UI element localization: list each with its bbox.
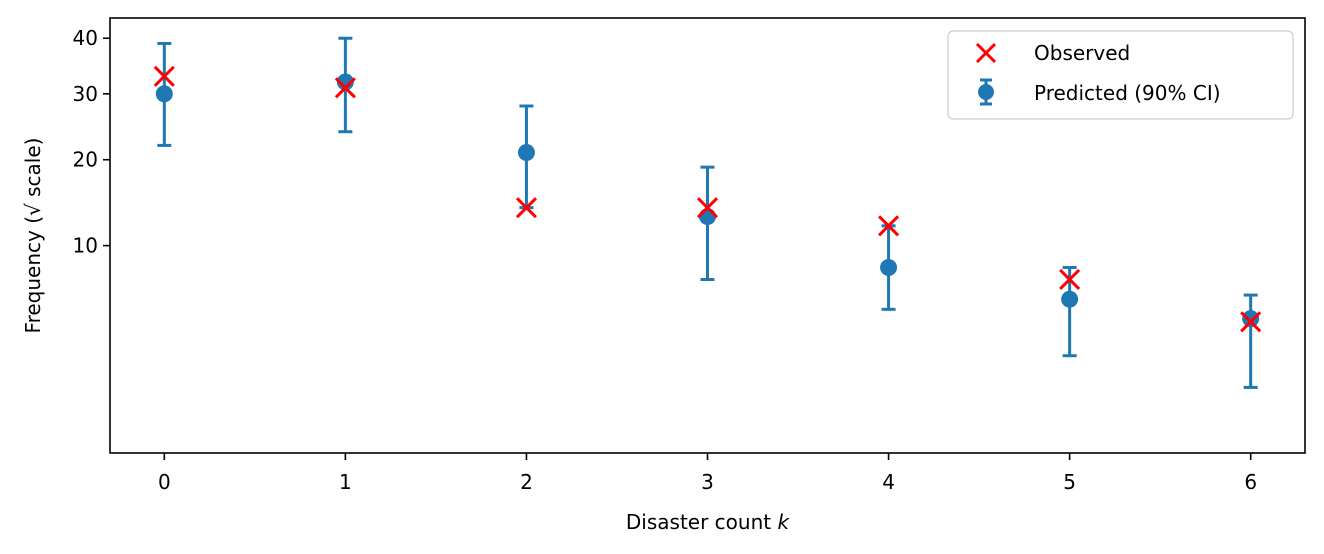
predicted-point-0 xyxy=(155,41,173,147)
predicted-marker-3 xyxy=(699,208,716,226)
observed-marker-5 xyxy=(1059,268,1081,291)
legend-box xyxy=(947,30,1294,120)
legend-predicted-label: Predicted (90% CI) xyxy=(1034,81,1221,105)
x-tick-label-2: 2 xyxy=(520,470,533,494)
x-tick-label-4: 4 xyxy=(882,470,895,494)
legend: Observed Predicted (90% CI) xyxy=(947,30,1294,120)
y-axis-label: Frequency (√ scale) xyxy=(21,138,45,334)
x-tick-label-0: 0 xyxy=(158,470,171,494)
x-tick-label-5: 5 xyxy=(1063,470,1076,494)
x-axis-label: Disaster count k xyxy=(626,510,791,534)
observed-marker-3 xyxy=(696,197,719,219)
x-axis: 0 1 2 3 4 5 6 xyxy=(158,453,1257,494)
legend-observed-marker xyxy=(975,42,997,64)
x-axis-label-variable: k xyxy=(777,510,790,534)
observed-marker-stroke-b-3 xyxy=(696,197,719,219)
observed-marker-stroke-b-4 xyxy=(877,215,900,237)
predicted-point-6 xyxy=(1242,293,1260,389)
observed-marker-stroke-b-6 xyxy=(1240,311,1262,333)
predicted-marker-2 xyxy=(517,143,535,161)
observed-marker-0 xyxy=(153,65,175,87)
y-tick-label-20: 20 xyxy=(73,148,98,172)
y-tick-label-30: 30 xyxy=(73,82,98,106)
predicted-point-5 xyxy=(1061,266,1079,358)
x-tick-label-3: 3 xyxy=(701,470,714,494)
y-tick-label-40: 40 xyxy=(73,26,98,50)
legend-predicted-marker xyxy=(978,78,994,106)
predicted-marker-6 xyxy=(1242,310,1260,328)
observed-marker-stroke-b-1 xyxy=(334,77,356,99)
predicted-point-2 xyxy=(517,104,535,210)
predicted-marker-5 xyxy=(1061,290,1079,308)
observed-marker-stroke-b-2 xyxy=(515,197,538,219)
legend-observed-label: Observed xyxy=(1034,41,1130,65)
y-tick-label-10: 10 xyxy=(73,234,98,258)
observed-marker-stroke-b-5 xyxy=(1059,268,1081,291)
predicted-point-1 xyxy=(336,36,354,134)
plot-area xyxy=(153,36,1262,389)
observed-marker-stroke-b-0 xyxy=(153,65,175,87)
observed-marker-6 xyxy=(1240,311,1262,333)
x-axis-label-text: Disaster count xyxy=(626,510,771,534)
y-axis: 10 20 30 40 xyxy=(73,26,110,258)
observed-marker-4 xyxy=(877,215,900,237)
x-tick-label-6: 6 xyxy=(1244,470,1257,494)
x-tick-label-1: 1 xyxy=(339,470,352,494)
observed-marker-2 xyxy=(515,197,538,219)
predicted-marker-1 xyxy=(336,73,354,91)
observed-marker-1 xyxy=(334,77,356,99)
predicted-marker-4 xyxy=(880,259,898,277)
predicted-marker-0 xyxy=(155,85,173,103)
